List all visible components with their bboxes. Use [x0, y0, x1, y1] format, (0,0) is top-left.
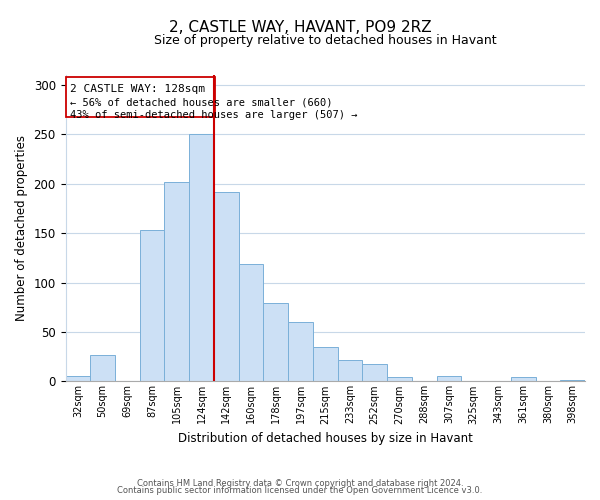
- Title: Size of property relative to detached houses in Havant: Size of property relative to detached ho…: [154, 34, 497, 48]
- Bar: [214, 192, 239, 382]
- Text: ← 56% of detached houses are smaller (660): ← 56% of detached houses are smaller (66…: [70, 98, 333, 108]
- Text: Contains public sector information licensed under the Open Government Licence v3: Contains public sector information licen…: [118, 486, 482, 495]
- Bar: [387, 378, 412, 382]
- Bar: [164, 182, 189, 382]
- FancyBboxPatch shape: [65, 77, 215, 116]
- Bar: [437, 376, 461, 382]
- Text: 2 CASTLE WAY: 128sqm: 2 CASTLE WAY: 128sqm: [70, 84, 205, 94]
- Bar: [239, 264, 263, 382]
- Text: 2, CASTLE WAY, HAVANT, PO9 2RZ: 2, CASTLE WAY, HAVANT, PO9 2RZ: [169, 20, 431, 35]
- Bar: [288, 322, 313, 382]
- Bar: [189, 134, 214, 382]
- X-axis label: Distribution of detached houses by size in Havant: Distribution of detached houses by size …: [178, 432, 473, 445]
- Bar: [313, 347, 338, 382]
- Bar: [362, 364, 387, 382]
- Bar: [511, 378, 536, 382]
- Bar: [560, 380, 585, 382]
- Bar: [338, 360, 362, 382]
- Bar: [140, 230, 164, 382]
- Y-axis label: Number of detached properties: Number of detached properties: [15, 135, 28, 321]
- Bar: [65, 376, 90, 382]
- Bar: [90, 354, 115, 382]
- Bar: [263, 304, 288, 382]
- Text: Contains HM Land Registry data © Crown copyright and database right 2024.: Contains HM Land Registry data © Crown c…: [137, 478, 463, 488]
- Text: 43% of semi-detached houses are larger (507) →: 43% of semi-detached houses are larger (…: [70, 110, 358, 120]
